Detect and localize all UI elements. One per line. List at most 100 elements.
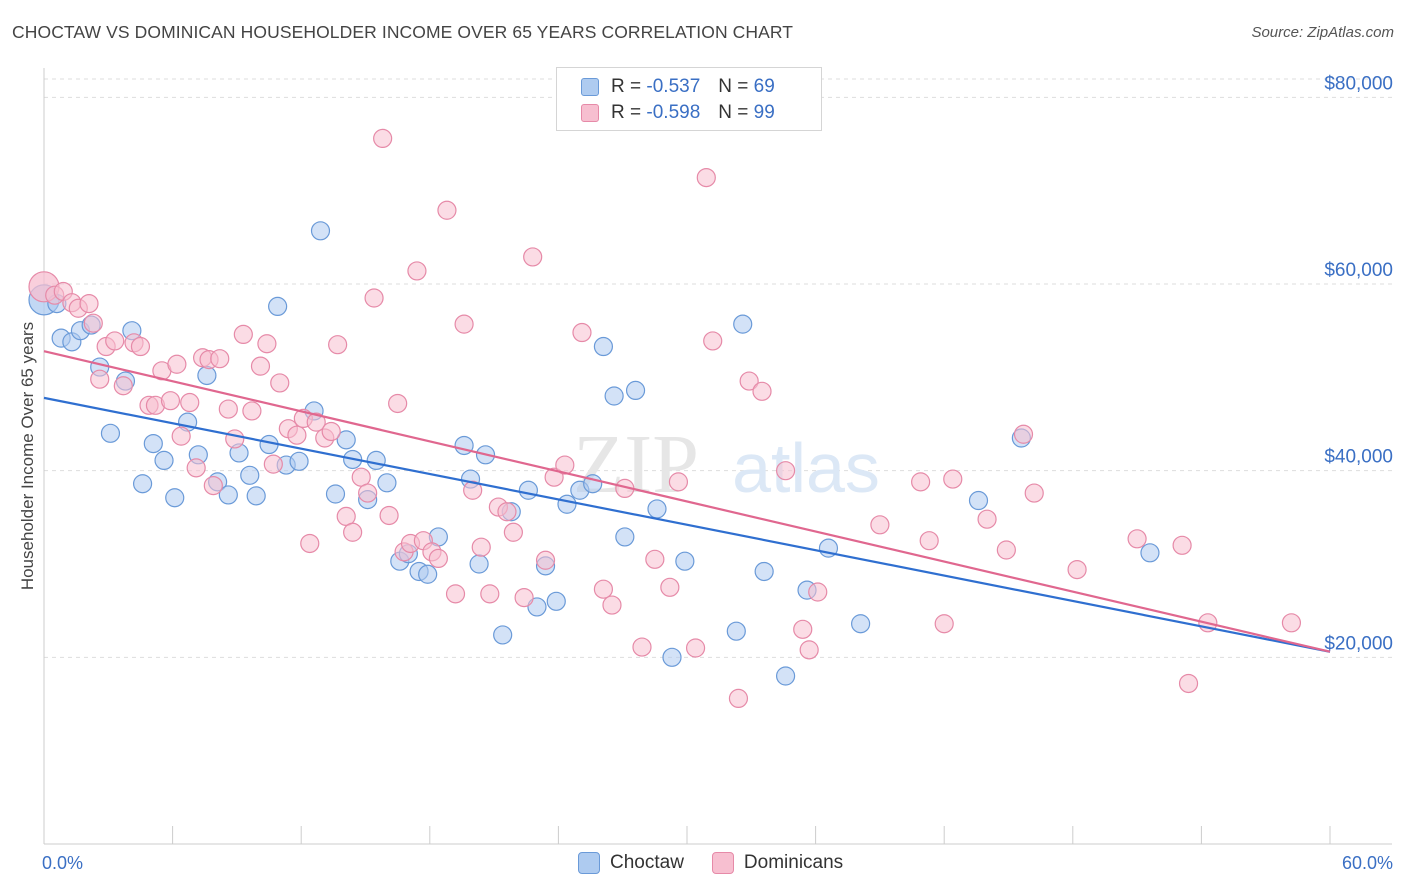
dominican-point <box>463 480 483 500</box>
dominican-point <box>977 509 997 529</box>
choctaw-point <box>546 591 566 611</box>
watermark: ZIP atlas <box>573 418 880 511</box>
choctaw-point <box>851 614 871 634</box>
choctaw-point <box>726 621 746 641</box>
dominican-point <box>503 522 523 542</box>
dominican-point <box>775 461 796 481</box>
dominican-point <box>407 261 427 281</box>
dominican-point <box>167 354 187 374</box>
choctaw-point <box>268 296 288 316</box>
dominican-point <box>593 579 614 599</box>
choctaw-point <box>527 597 547 617</box>
choctaw-point <box>615 527 635 547</box>
dominican-point <box>242 401 262 421</box>
legend-n-value-choctaw: 69 <box>753 76 775 97</box>
dominican-point <box>233 324 253 344</box>
choctaw-point <box>165 488 185 508</box>
x-tick-label: 0.0% <box>42 853 83 873</box>
choctaw-point <box>218 485 238 505</box>
dominican-point <box>90 369 110 389</box>
choctaw-point <box>647 499 667 519</box>
dominican-point <box>703 331 723 351</box>
choctaw-point <box>246 486 266 506</box>
dominican-point <box>364 288 384 308</box>
dominican-point <box>328 335 348 355</box>
choctaw-point <box>469 554 489 574</box>
legend-n-label: N = <box>718 76 749 97</box>
dominican-point <box>480 584 500 604</box>
dominican-point <box>919 531 939 551</box>
gridlines <box>44 78 1392 658</box>
dominican-point <box>300 533 320 554</box>
choctaw-point <box>754 561 774 582</box>
dominican-point <box>210 349 230 369</box>
series-legend-choctaw: Choctaw <box>578 852 684 874</box>
dominican-point <box>911 472 931 492</box>
dominican-point <box>105 331 125 351</box>
dominican-point <box>1013 424 1034 444</box>
dominican-point <box>1281 613 1302 633</box>
choctaw-point <box>154 450 174 470</box>
legend-row-dominicans: R = -0.598 N = 99 <box>581 101 775 125</box>
correlation-legend: R = -0.537 N = 69 R = -0.598 N = 99 <box>556 67 822 131</box>
dominican-point <box>113 376 133 396</box>
dominican-point <box>535 550 556 570</box>
dominican-point <box>739 371 759 391</box>
x-tick-label: 60.0% <box>1342 853 1393 873</box>
dominican-point <box>379 505 399 526</box>
dominican-point <box>793 619 813 639</box>
dominican-point <box>79 294 99 314</box>
dominican-point <box>428 548 448 569</box>
dominican-point <box>602 595 622 615</box>
dominican-point <box>1067 559 1087 580</box>
choctaw-point <box>132 474 153 494</box>
legend-n-value-dominicans: 99 <box>753 102 775 123</box>
dominican-point <box>186 458 206 478</box>
choctaw-point <box>100 423 121 443</box>
dominican-point <box>373 128 393 148</box>
dominican-point <box>572 322 592 343</box>
dominican-point <box>388 393 408 414</box>
dominican-point <box>171 426 191 446</box>
legend-r-label: R = <box>611 102 642 123</box>
trend-lines <box>43 350 1331 653</box>
dominican-point <box>83 313 103 333</box>
dominican-point <box>808 582 828 602</box>
dominican-trend-line <box>43 350 1331 653</box>
dominican-point <box>934 614 954 634</box>
y-tick-label: $20,000 <box>1324 633 1393 654</box>
dominican-point <box>632 637 652 657</box>
dominican-point <box>343 522 363 542</box>
dominican-point <box>203 476 223 496</box>
dominican-point <box>660 577 680 597</box>
dominican-point <box>497 502 517 522</box>
choctaw-point <box>377 473 397 493</box>
dominican-point <box>287 425 307 445</box>
dominican-point <box>180 392 200 413</box>
choctaw-point <box>604 386 624 406</box>
dominican-point <box>685 638 706 658</box>
choctaw-point <box>662 647 682 667</box>
dominican-point <box>225 429 245 449</box>
dominican-point <box>321 421 341 442</box>
choctaw-point <box>625 380 646 400</box>
dominican-point <box>523 247 543 267</box>
dominican-point <box>445 584 466 604</box>
choctaw-point <box>733 314 753 334</box>
dominican-point <box>1127 529 1147 549</box>
choctaw-point <box>1140 543 1160 563</box>
dominican-point <box>752 381 772 401</box>
dominican-point <box>257 334 277 354</box>
dominican-point <box>728 688 749 709</box>
choctaw-point <box>518 480 538 500</box>
watermark-atlas: atlas <box>732 429 880 507</box>
chart-source: Source: ZipAtlas.com <box>1251 24 1394 41</box>
y-tick-label: $80,000 <box>1324 73 1393 94</box>
dominican-point <box>471 537 491 557</box>
dominican-point <box>555 455 575 475</box>
tick-labels: $20,000 $40,000 $60,000 $80,000 0.0% 60.0% <box>42 73 1393 873</box>
choctaw-point <box>775 666 796 686</box>
dominican-point <box>696 168 716 188</box>
dominican-point <box>996 540 1016 560</box>
